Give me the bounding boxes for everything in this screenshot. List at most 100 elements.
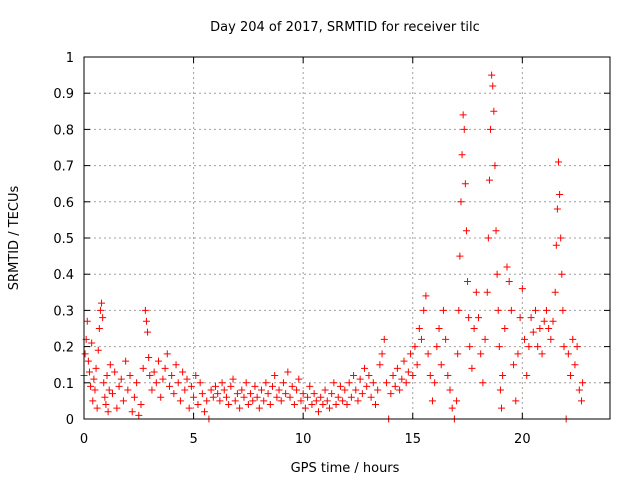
data-point [317,393,325,401]
data-point [192,372,200,380]
data-point [96,306,104,314]
data-point [547,335,555,343]
data-point [564,350,572,358]
data-point [505,277,513,285]
data-point [113,404,121,412]
data-point [433,343,441,351]
data-point [466,343,474,351]
data-point [536,325,544,332]
data-point [233,390,241,398]
data-point [144,328,152,336]
data-point [260,397,268,405]
data-point [179,368,187,376]
data-point [495,343,503,351]
data-point [444,372,452,380]
data-point [382,379,390,387]
data-point [84,357,92,365]
data-point [100,379,108,387]
data-point [464,277,472,285]
data-point [431,379,439,387]
data-point [238,386,246,394]
data-point [380,335,388,343]
data-point [422,292,430,300]
data-point [499,372,507,380]
data-point [249,397,257,405]
data-point [496,386,504,394]
data-point [244,401,252,409]
data-point [306,382,314,390]
data-point [293,386,301,394]
data-point [137,401,145,409]
data-point [462,227,470,235]
data-point [101,393,109,401]
data-point [458,151,466,159]
data-point [501,325,509,332]
data-point [442,335,450,343]
data-point [117,375,125,383]
data-point [455,306,463,314]
data-point [330,379,338,387]
data-point [146,372,154,380]
data-point [103,372,111,380]
data-point [557,234,565,242]
data-point [207,386,215,394]
data-point [551,288,559,296]
data-point [484,234,492,242]
data-point [460,125,468,133]
data-point [488,71,496,79]
data-point [339,397,347,405]
data-point [477,350,485,358]
data-point [190,393,198,401]
data-point [538,350,546,358]
data-point [512,397,520,405]
data-point [573,343,581,351]
data-point [424,350,432,358]
data-point [262,379,270,387]
data-point [540,317,548,325]
y-tick-label: 0 [66,413,74,428]
y-tick-label: 0.9 [53,87,74,102]
data-point [216,397,224,405]
data-point [90,375,98,383]
data-point [426,372,434,380]
data-point [529,328,537,336]
y-tick-label: 0.4 [53,268,74,283]
data-point [231,397,239,405]
data-point [493,270,501,278]
data-point [201,408,209,416]
data-point [404,368,412,376]
data-point [542,306,550,314]
data-point [139,364,147,372]
data-point [400,357,408,365]
data-point [485,176,493,184]
data-point [457,198,465,206]
data-point [490,107,498,115]
data-point [102,401,110,409]
data-point [418,335,426,343]
data-point [556,191,564,199]
data-point [176,397,184,405]
data-point [288,382,296,390]
data-point [128,408,136,416]
data-point [446,386,454,394]
data-point [194,401,202,409]
data-point [275,386,283,394]
data-point [122,357,130,365]
data-point [148,386,156,394]
data-point [284,368,292,376]
data-point [203,397,211,405]
data-point [315,408,323,416]
x-tick-label: 5 [189,432,197,447]
data-point [242,379,250,387]
data-point [163,350,171,358]
data-point [523,372,531,380]
data-point [411,343,419,351]
data-point [105,386,113,394]
data-point [170,390,178,398]
data-point [312,397,320,405]
data-point [475,314,482,322]
data-point [343,401,351,409]
data-point [323,397,331,405]
data-point [492,227,500,235]
